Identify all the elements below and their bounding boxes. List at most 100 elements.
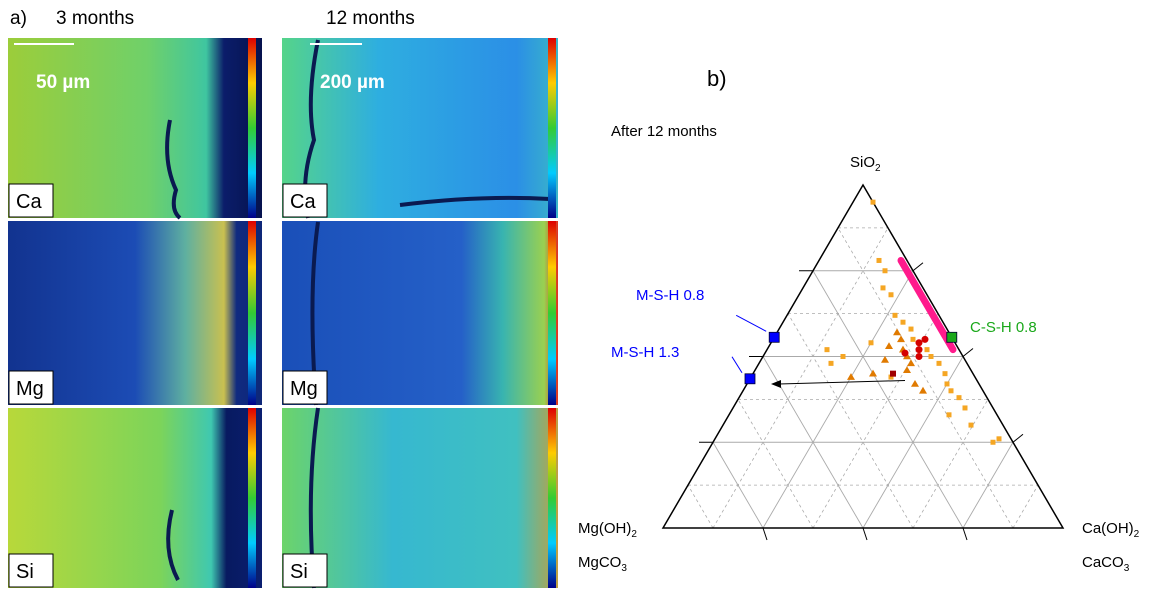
grid-line bbox=[787, 313, 914, 529]
data-point bbox=[880, 285, 886, 291]
color-bar bbox=[548, 408, 556, 588]
element-box bbox=[282, 370, 328, 405]
data-point bbox=[824, 347, 830, 353]
color-bar bbox=[548, 38, 556, 218]
grid-line bbox=[962, 442, 1014, 529]
data-point bbox=[868, 340, 874, 346]
data-point bbox=[901, 349, 909, 357]
element-label: Si bbox=[16, 561, 34, 583]
data-point bbox=[962, 405, 968, 411]
reference-label: M-S-H 1.3 bbox=[611, 344, 679, 361]
data-point bbox=[881, 355, 889, 363]
data-point bbox=[890, 370, 896, 377]
tick bbox=[762, 527, 768, 541]
data-point bbox=[990, 439, 996, 445]
scale-label: 50 µm bbox=[36, 72, 90, 93]
element-label: Mg bbox=[16, 378, 44, 400]
grid-line bbox=[762, 270, 914, 529]
color-bar bbox=[248, 38, 256, 218]
data-point bbox=[946, 412, 952, 418]
apex-label: SiO2 bbox=[850, 154, 881, 174]
pointer bbox=[735, 314, 767, 332]
element-label: Ca bbox=[16, 191, 42, 213]
reference-point bbox=[768, 331, 780, 343]
data-point bbox=[928, 354, 934, 359]
data-point bbox=[936, 360, 942, 366]
element-box bbox=[282, 553, 328, 588]
data-point bbox=[885, 342, 893, 350]
grid-line bbox=[837, 227, 1014, 529]
data-point bbox=[897, 335, 905, 343]
map-image bbox=[282, 221, 558, 405]
ternary-plot: b) After 12 months SiO2 Mg(OH)2 MgCO3 Ca(OH… bbox=[578, 66, 1140, 574]
grid-line bbox=[737, 399, 814, 529]
tick bbox=[1012, 433, 1024, 443]
panel-a: 50 µm 200 µm a) 3 months 12 months Ca Ca M… bbox=[8, 8, 558, 589]
scale-label: 200 µm bbox=[320, 72, 385, 93]
data-point bbox=[948, 388, 954, 394]
plot-title: After 12 months bbox=[611, 123, 717, 140]
data-point bbox=[908, 326, 914, 332]
data-point bbox=[870, 199, 876, 205]
map-image bbox=[282, 38, 558, 218]
reference-point bbox=[744, 373, 756, 385]
element-label: Ca bbox=[290, 191, 316, 213]
element-label: Si bbox=[290, 561, 308, 583]
data-point bbox=[996, 436, 1002, 442]
data-point bbox=[882, 268, 888, 274]
data-point bbox=[900, 319, 906, 325]
data-point bbox=[915, 339, 923, 347]
grid-line bbox=[912, 399, 989, 529]
data-point bbox=[847, 373, 855, 380]
data-point bbox=[911, 379, 919, 387]
grid-line bbox=[712, 227, 889, 529]
tick bbox=[962, 348, 974, 357]
data-point bbox=[924, 347, 930, 353]
data-point bbox=[919, 386, 927, 394]
grid-line bbox=[1012, 484, 1039, 529]
element-box bbox=[8, 553, 54, 588]
grid-line bbox=[812, 270, 964, 529]
reference-label: M-S-H 0.8 bbox=[636, 287, 704, 304]
panel-label: b) bbox=[707, 66, 727, 91]
data-point bbox=[892, 312, 898, 318]
apex-label: Ca(OH)2 bbox=[1082, 520, 1140, 540]
csh-band bbox=[897, 256, 957, 354]
data-point bbox=[921, 335, 929, 343]
color-bar bbox=[248, 221, 256, 405]
data-point bbox=[944, 381, 950, 387]
reference-point bbox=[946, 331, 958, 343]
data-point bbox=[903, 366, 911, 374]
column-label: 12 months bbox=[326, 8, 415, 29]
tick bbox=[862, 527, 868, 541]
map-image bbox=[282, 408, 558, 588]
data-point bbox=[907, 359, 915, 367]
color-bar bbox=[248, 408, 256, 588]
column-label: 3 months bbox=[56, 8, 134, 29]
data-point bbox=[888, 292, 894, 298]
apex-label: CaCO3 bbox=[1082, 554, 1130, 574]
grid-line bbox=[687, 484, 714, 529]
data-point bbox=[915, 353, 923, 360]
data-point bbox=[828, 360, 834, 366]
data-point bbox=[876, 257, 882, 263]
element-box bbox=[8, 183, 54, 218]
data-point bbox=[915, 346, 923, 354]
data-point bbox=[888, 374, 894, 380]
element-box bbox=[8, 370, 54, 405]
tick bbox=[962, 527, 968, 541]
apex-label: Mg(OH)2 bbox=[578, 520, 637, 540]
reference-label: C-S-H 0.8 bbox=[970, 319, 1037, 336]
panel-label: a) bbox=[10, 8, 27, 29]
data-point bbox=[840, 354, 846, 359]
data-point bbox=[910, 336, 916, 342]
data-point bbox=[956, 395, 962, 401]
element-label: Mg bbox=[290, 378, 318, 400]
tick bbox=[912, 262, 924, 272]
pointer bbox=[731, 356, 743, 374]
data-point bbox=[968, 422, 974, 428]
arrow-head bbox=[771, 379, 781, 388]
apex-label: MgCO3 bbox=[578, 554, 627, 574]
grid-line bbox=[712, 442, 764, 529]
